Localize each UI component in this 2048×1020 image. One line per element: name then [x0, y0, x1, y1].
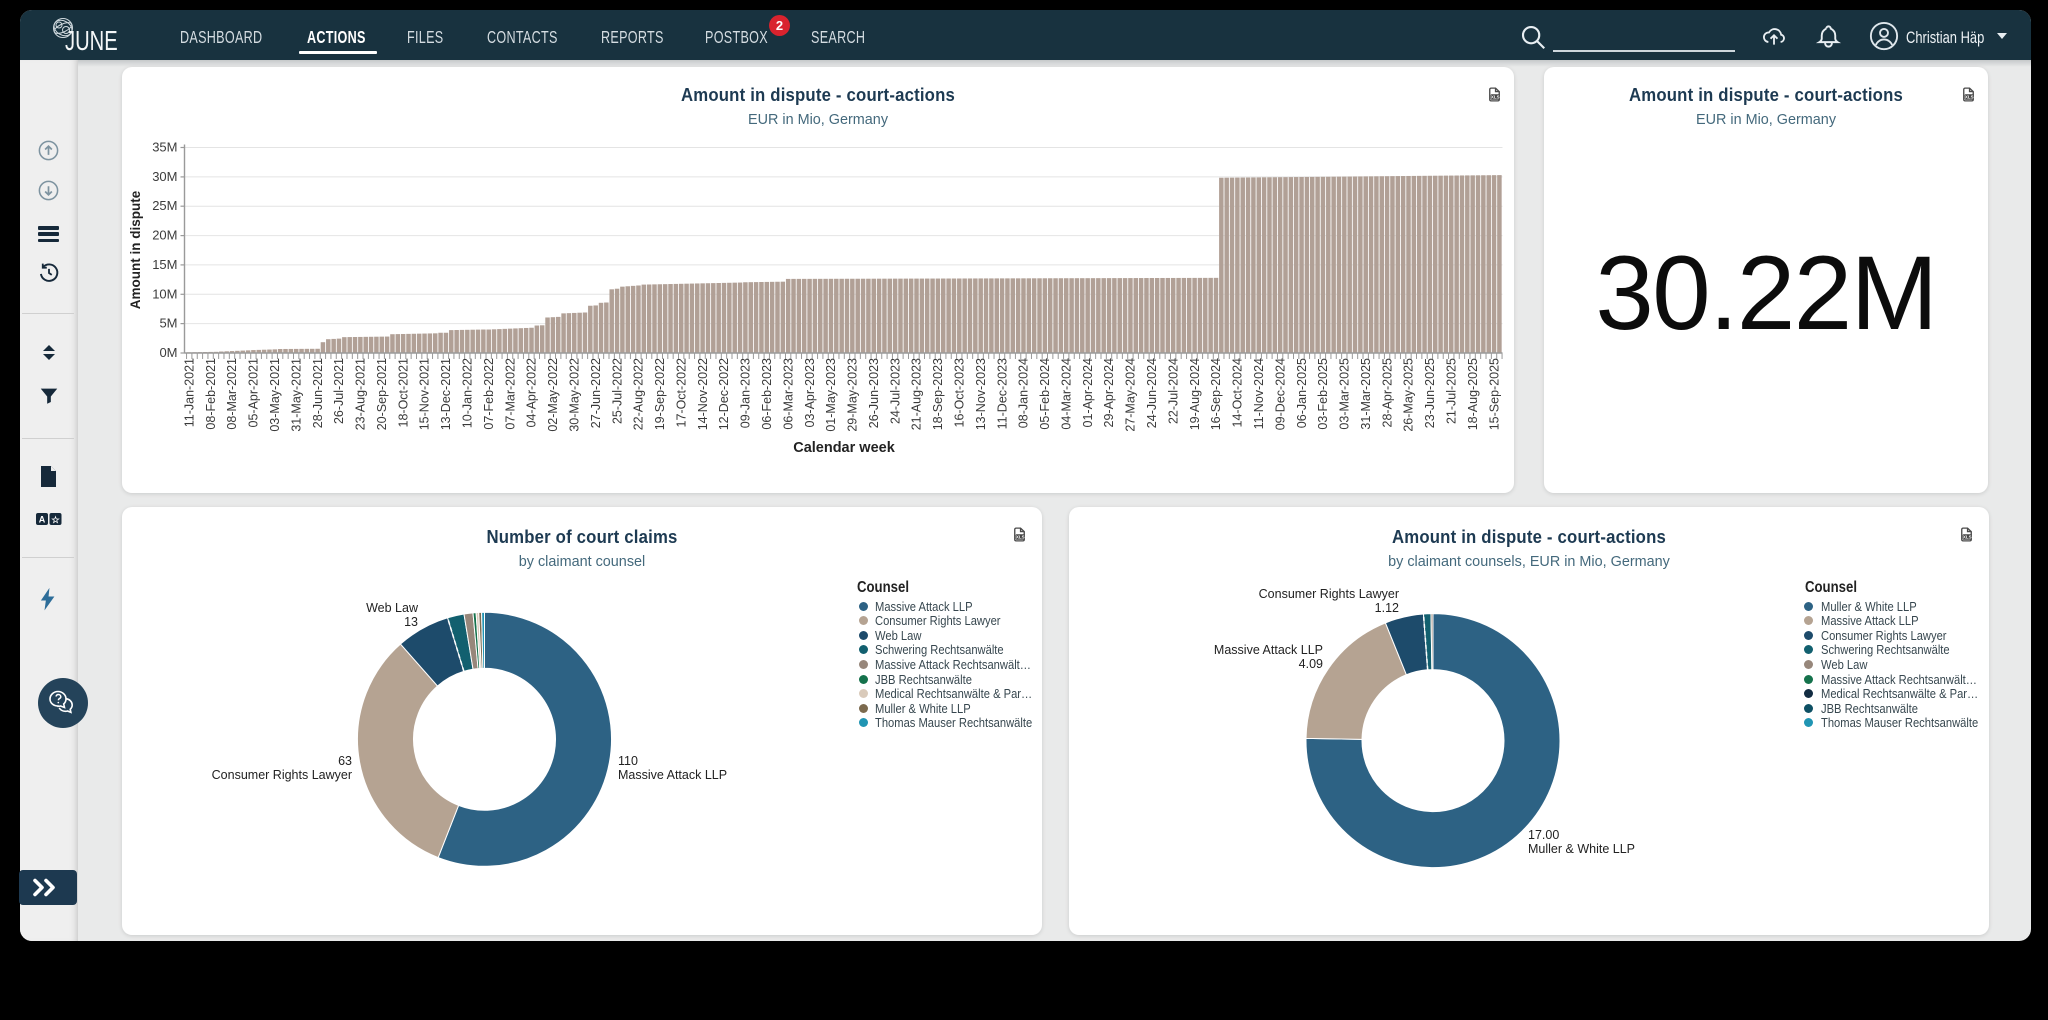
svg-text:29-Apr-2024: 29-Apr-2024: [1102, 358, 1116, 428]
svg-text:26-Jul-2021: 26-Jul-2021: [332, 358, 346, 424]
svg-text:23-Aug-2021: 23-Aug-2021: [354, 358, 368, 430]
svg-text:06-Feb-2023: 06-Feb-2023: [760, 358, 774, 430]
svg-text:27-Jun-2022: 27-Jun-2022: [589, 358, 603, 428]
svg-text:08-Mar-2021: 08-Mar-2021: [225, 358, 239, 430]
svg-text:24-Jul-2023: 24-Jul-2023: [888, 358, 902, 424]
svg-text:31-May-2021: 31-May-2021: [289, 358, 303, 432]
svg-text:10M: 10M: [152, 286, 177, 301]
svg-text:XLS: XLS: [1965, 95, 1974, 100]
svg-text:29-May-2023: 29-May-2023: [846, 358, 860, 432]
svg-text:XLS: XLS: [1016, 535, 1025, 540]
svg-text:07-Mar-2022: 07-Mar-2022: [503, 358, 517, 430]
svg-text:25-Jul-2022: 25-Jul-2022: [610, 358, 624, 424]
svg-text:07-Feb-2022: 07-Feb-2022: [482, 358, 496, 430]
svg-text:0M: 0M: [159, 345, 177, 360]
svg-text:05-Apr-2021: 05-Apr-2021: [247, 358, 261, 428]
svg-text:01-May-2023: 01-May-2023: [824, 358, 838, 432]
svg-text:22-Jul-2024: 22-Jul-2024: [1166, 358, 1180, 424]
svg-text:03-Apr-2023: 03-Apr-2023: [803, 358, 817, 428]
svg-text:30M: 30M: [152, 169, 177, 184]
svg-text:31-Mar-2025: 31-Mar-2025: [1359, 358, 1373, 430]
svg-text:28-Jun-2021: 28-Jun-2021: [311, 358, 325, 428]
svg-text:20-Sep-2021: 20-Sep-2021: [375, 358, 389, 430]
svg-text:16-Oct-2023: 16-Oct-2023: [953, 358, 967, 428]
svg-text:15-Sep-2025: 15-Sep-2025: [1487, 358, 1501, 430]
svg-text:08-Jan-2024: 08-Jan-2024: [1017, 358, 1031, 428]
svg-text:13-Dec-2021: 13-Dec-2021: [439, 358, 453, 430]
svg-text:21-Jul-2025: 21-Jul-2025: [1445, 358, 1459, 424]
svg-text:22-Aug-2022: 22-Aug-2022: [632, 358, 646, 430]
svg-text:14-Nov-2022: 14-Nov-2022: [696, 358, 710, 430]
svg-text:02-May-2022: 02-May-2022: [546, 358, 560, 432]
svg-text:08-Feb-2021: 08-Feb-2021: [204, 358, 218, 430]
svg-text:18-Sep-2023: 18-Sep-2023: [931, 358, 945, 430]
svg-text:11-Jan-2021: 11-Jan-2021: [183, 358, 197, 427]
svg-text:12-Dec-2022: 12-Dec-2022: [717, 358, 731, 430]
svg-text:Calendar week: Calendar week: [793, 440, 895, 456]
svg-text:XLS: XLS: [1963, 535, 1972, 540]
svg-text:☆: ☆: [51, 515, 60, 526]
svg-text:18-Aug-2025: 18-Aug-2025: [1466, 358, 1480, 430]
svg-text:16-Sep-2024: 16-Sep-2024: [1209, 358, 1223, 430]
svg-text:27-May-2024: 27-May-2024: [1124, 358, 1138, 432]
svg-text:25M: 25M: [152, 198, 177, 213]
svg-text:11-Nov-2024: 11-Nov-2024: [1252, 358, 1266, 429]
svg-text:17-Oct-2022: 17-Oct-2022: [674, 358, 688, 428]
svg-text:09-Jan-2023: 09-Jan-2023: [739, 358, 753, 428]
svg-text:09-Dec-2024: 09-Dec-2024: [1273, 358, 1287, 430]
svg-text:06-Mar-2023: 06-Mar-2023: [781, 358, 795, 430]
svg-text:A: A: [39, 515, 46, 525]
svg-text:28-Apr-2025: 28-Apr-2025: [1380, 358, 1394, 428]
svg-text:10-Jan-2022: 10-Jan-2022: [461, 358, 475, 428]
svg-text:26-May-2025: 26-May-2025: [1402, 358, 1416, 432]
svg-text:5M: 5M: [159, 316, 177, 331]
svg-text:04-Mar-2024: 04-Mar-2024: [1060, 358, 1074, 430]
svg-text:03-Mar-2025: 03-Mar-2025: [1338, 358, 1352, 430]
svg-text:20M: 20M: [152, 228, 177, 243]
svg-text:23-Jun-2025: 23-Jun-2025: [1423, 358, 1437, 428]
svg-text:14-Oct-2024: 14-Oct-2024: [1231, 358, 1245, 428]
svg-text:04-Apr-2022: 04-Apr-2022: [525, 358, 539, 428]
svg-text:06-Jan-2025: 06-Jan-2025: [1295, 358, 1309, 428]
svg-text:03-May-2021: 03-May-2021: [268, 358, 282, 432]
svg-text:19-Aug-2024: 19-Aug-2024: [1188, 358, 1202, 430]
svg-text:18-Oct-2021: 18-Oct-2021: [396, 358, 410, 428]
svg-text:24-Jun-2024: 24-Jun-2024: [1145, 358, 1159, 428]
svg-text:15-Nov-2021: 15-Nov-2021: [418, 358, 432, 430]
svg-text:Amount in dispute: Amount in dispute: [128, 190, 143, 309]
svg-text:01-Apr-2024: 01-Apr-2024: [1081, 358, 1095, 428]
svg-text:35M: 35M: [152, 140, 177, 155]
svg-text:15M: 15M: [152, 257, 177, 272]
svg-text:26-Jun-2023: 26-Jun-2023: [867, 358, 881, 428]
svg-text:30-May-2022: 30-May-2022: [568, 358, 582, 432]
svg-text:05-Feb-2024: 05-Feb-2024: [1038, 358, 1052, 430]
svg-text:03-Feb-2025: 03-Feb-2025: [1316, 358, 1330, 430]
svg-text:11-Dec-2023: 11-Dec-2023: [995, 358, 1009, 429]
svg-text:XLS: XLS: [1491, 95, 1500, 100]
svg-text:21-Aug-2023: 21-Aug-2023: [910, 358, 924, 430]
svg-text:13-Nov-2023: 13-Nov-2023: [974, 358, 988, 430]
svg-text:19-Sep-2022: 19-Sep-2022: [653, 358, 667, 430]
